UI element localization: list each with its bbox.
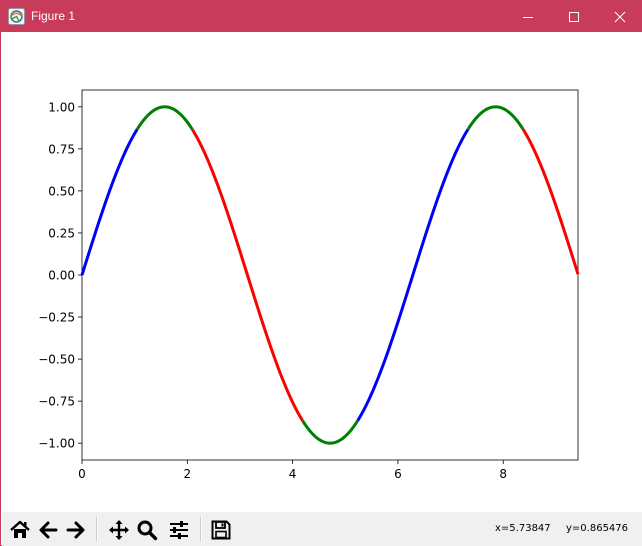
configure-subplots-button[interactable]: [165, 516, 192, 543]
forward-button[interactable]: [62, 516, 89, 543]
series-segment-4: [301, 419, 359, 445]
y-axis: 1.00 0.75 0.50 0.25 0.00 −0.25 −0.50 −0.75 −1.00: [38, 100, 82, 451]
y-tick-label: −0.75: [38, 395, 75, 409]
x-tick-label: 0: [78, 467, 86, 481]
magnifier-icon: [137, 520, 157, 540]
pan-button[interactable]: [105, 516, 132, 543]
title-bar[interactable]: Figure 1: [1, 1, 642, 32]
x-tick-label: 4: [289, 467, 297, 481]
move-icon: [108, 519, 129, 540]
y-tick-label: 0.75: [48, 142, 75, 156]
back-button[interactable]: [34, 516, 61, 543]
save-button[interactable]: [207, 516, 234, 543]
y-tick-label: 0.50: [48, 184, 75, 198]
x-axis: 0 2 4 6 8: [78, 460, 507, 481]
minimize-button[interactable]: [505, 1, 551, 32]
minimize-icon: [523, 16, 533, 18]
home-button[interactable]: [6, 516, 33, 543]
arrow-right-icon: [66, 521, 84, 538]
sine-chart[interactable]: 0 2 4 6 8 1.00 0.75 0.50 0.25 0.00 −0.25 −0.50 −0.7…: [2, 32, 642, 512]
close-button[interactable]: [597, 1, 642, 32]
navigation-toolbar: x=5.73847 y=0.865476: [2, 512, 642, 546]
series-layer: [80, 105, 580, 445]
toolbar-separator: [96, 517, 98, 541]
y-tick-label: −1.00: [38, 437, 75, 451]
home-icon: [9, 520, 30, 538]
arrow-left-icon: [39, 521, 57, 538]
floppy-disk-icon: [211, 520, 230, 539]
series-segment-5: [356, 128, 470, 422]
figure-canvas[interactable]: 0 2 4 6 8 1.00 0.75 0.50 0.25 0.00 −0.25 −0.50 −0.7…: [2, 32, 642, 512]
y-tick-label: −0.50: [38, 353, 75, 367]
window-title: Figure 1: [31, 9, 76, 23]
series-segment-7: [521, 128, 580, 275]
series-segment-3: [190, 128, 304, 422]
x-tick-label: 2: [183, 467, 191, 481]
sliders-icon: [169, 520, 188, 539]
x-tick-label: 8: [499, 467, 507, 481]
close-icon: [614, 11, 626, 22]
app-icon: [8, 8, 25, 25]
series-segment-2: [135, 105, 194, 131]
x-tick-label: 6: [394, 467, 402, 481]
y-tick-label: 0.25: [48, 226, 75, 240]
y-tick-label: 0.00: [48, 269, 75, 283]
y-tick-label: −0.25: [38, 311, 75, 325]
y-tick-label: 1.00: [48, 100, 75, 114]
zoom-button[interactable]: [133, 516, 160, 543]
series-segment-6: [466, 105, 525, 131]
maximize-icon: [569, 11, 579, 22]
cursor-x-readout: x=5.73847: [495, 523, 551, 534]
axes-frame: [81, 89, 579, 461]
toolbar-separator: [200, 517, 202, 541]
maximize-button[interactable]: [551, 1, 597, 32]
cursor-y-readout: y=0.865476: [566, 523, 629, 534]
series-segment-1: [80, 128, 139, 276]
